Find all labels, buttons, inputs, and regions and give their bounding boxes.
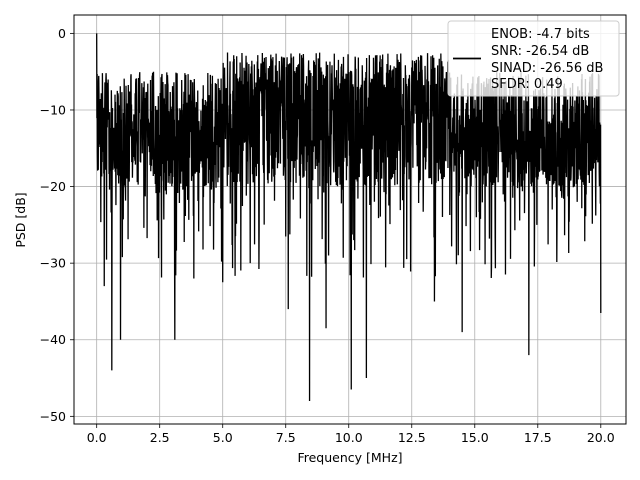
legend-sinad: SINAD: -26.56 dB (491, 61, 603, 76)
x-tick-label: 10.0 (335, 430, 363, 445)
legend-box (447, 20, 620, 97)
y-tick-label: −10 (40, 102, 66, 117)
legend-sfdr: SFDR: 0.49 (491, 77, 563, 92)
legend-enob: ENOB: -4.7 bits (491, 27, 590, 42)
series-layer (96, 33, 602, 402)
plot-frame (73, 14, 627, 425)
x-tick-label: 2.5 (150, 430, 170, 445)
y-axis-label: PSD [dB] (13, 192, 28, 247)
x-tick-label: 5.0 (213, 430, 233, 445)
y-tick-label: −50 (40, 409, 66, 424)
legend-snr: SNR: -26.54 dB (491, 44, 589, 59)
ticks: 0.0 2.5 5.0 7.5 10.0 12.5 15.0 17.5 20.0 0 −10 −20 −… (40, 26, 615, 445)
x-tick-label: 15.0 (461, 430, 489, 445)
x-axis-label: Frequency [MHz] (297, 450, 402, 465)
x-tick-label: 17.5 (524, 430, 552, 445)
x-tick-label: 20.0 (587, 430, 615, 445)
x-tick-label: 0.0 (87, 430, 107, 445)
y-tick-label: −20 (40, 179, 66, 194)
x-tick-label: 7.5 (276, 430, 296, 445)
y-tick-label: −40 (40, 332, 66, 347)
y-tick-label: 0 (58, 26, 66, 41)
psd-line (96, 33, 602, 402)
y-tick-label: −30 (40, 256, 66, 271)
x-tick-label: 12.5 (398, 430, 426, 445)
legend: ENOB: -4.7 bits SNR: -26.54 dB SINAD: -2… (447, 20, 620, 97)
